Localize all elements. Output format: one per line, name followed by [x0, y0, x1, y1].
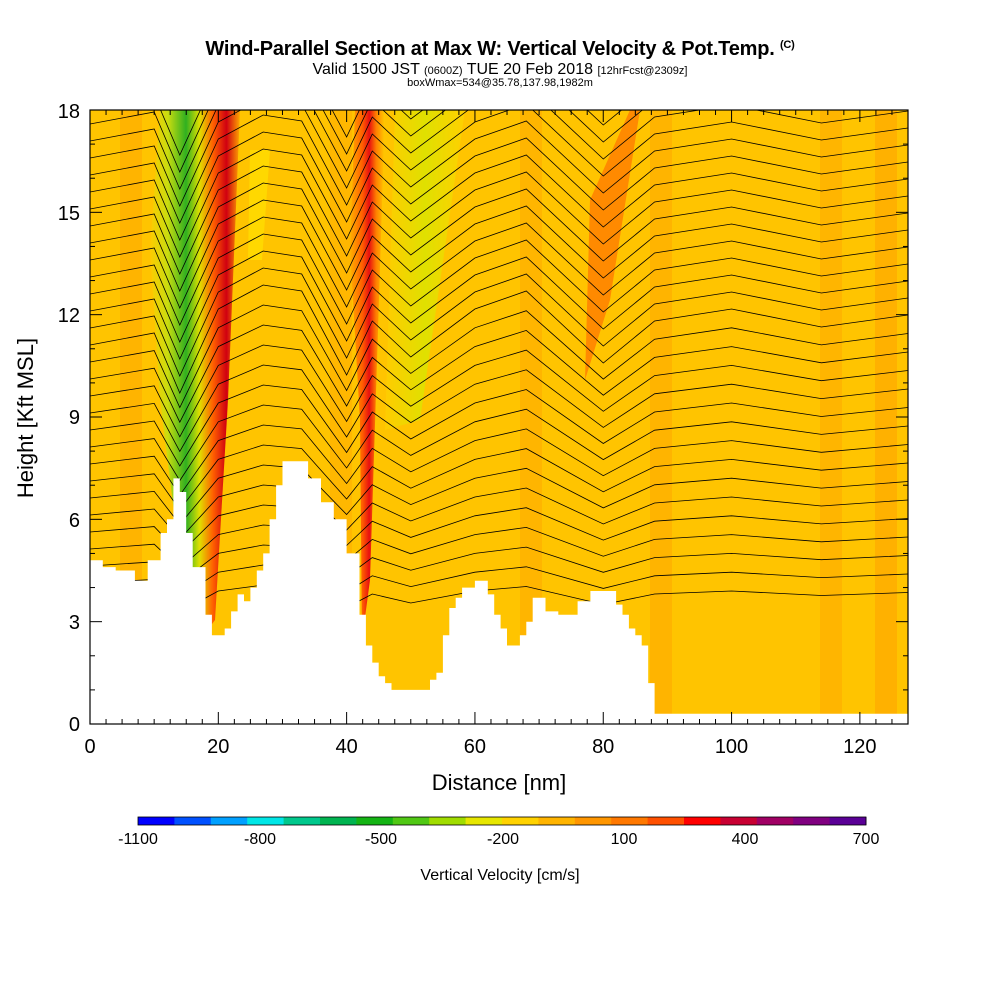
y-tick-label: 18	[58, 101, 80, 123]
isentrope-line	[90, 110, 908, 190]
valid-zulu: (0600Z)	[424, 65, 463, 77]
colorbar-tick-label: 400	[732, 831, 759, 848]
isentrope-line	[90, 267, 908, 377]
colorbar-swatch	[684, 817, 721, 825]
colorbar-tick-label: 700	[853, 831, 880, 848]
terrain-mask	[90, 461, 908, 724]
isentrope-line	[90, 182, 908, 292]
field-streak	[820, 110, 842, 724]
isentrope-line	[90, 324, 908, 424]
x-tick-label: 60	[464, 736, 486, 758]
isentrope-line	[90, 484, 908, 540]
field-streak	[650, 110, 672, 724]
y-tick-label: 15	[58, 203, 80, 225]
box-info: boxWmax=534@35.78,137.98,1982m	[407, 77, 593, 89]
title-main: Wind-Parallel Section at Max W: Vertical…	[205, 38, 775, 60]
x-tick-label: 120	[843, 736, 876, 758]
isentrope-line	[90, 304, 908, 409]
colorbar-swatch	[829, 817, 867, 825]
colorbar-swatch	[574, 817, 612, 825]
y-tick-label: 3	[69, 612, 80, 634]
isentrope-line	[90, 504, 908, 555]
colorbar-swatch	[247, 817, 285, 825]
colorbar-swatch	[320, 817, 357, 825]
colorbar-swatch	[611, 817, 649, 825]
y-tick-label: 6	[69, 510, 80, 532]
isentrope-line	[90, 284, 908, 394]
colorbar-swatch	[647, 817, 685, 825]
colorbar	[137, 816, 867, 826]
x-tick-label: 100	[715, 736, 748, 758]
y-tick-label: 9	[69, 407, 80, 429]
colorbar-swatch	[283, 817, 321, 825]
updraft-band	[350, 110, 385, 640]
isentrope-line	[90, 165, 908, 275]
colorbar-frame	[137, 816, 867, 826]
x-tick-label: 20	[207, 736, 229, 758]
isentrope-line	[90, 384, 908, 467]
isentrope-line	[90, 344, 908, 438]
colorbar-swatch	[392, 817, 430, 825]
colorbar-swatch	[502, 817, 539, 825]
isentrope-line	[160, 110, 623, 156]
y-axis-label: Height [Kft MSL]	[13, 338, 38, 498]
colorbar-swatch	[756, 817, 794, 825]
colorbar-swatch	[138, 817, 175, 825]
isentrope-line	[90, 250, 908, 360]
forecast-info: [12hrFcst@2309z]	[597, 65, 688, 77]
isentrope-line	[90, 364, 908, 453]
colorbar-swatch	[429, 817, 467, 825]
x-tick-label: 40	[335, 736, 357, 758]
colorbar-swatch	[210, 817, 248, 825]
field-patch	[248, 150, 270, 260]
field-streak	[875, 110, 897, 724]
field-patch	[385, 110, 465, 430]
isentrope-line	[90, 114, 908, 224]
colorbar-tick-label: -200	[487, 831, 519, 848]
axis-ticks	[89, 109, 909, 725]
colorbar-swatch	[538, 817, 576, 825]
field-patch	[585, 110, 640, 380]
isentrope-line	[90, 131, 908, 241]
colorbar-swatch	[174, 817, 212, 825]
isentrope-line	[90, 464, 908, 526]
valid-date: TUE 20 Feb 2018	[466, 61, 593, 78]
colorbar-swatch	[720, 817, 758, 825]
field-streak	[520, 110, 542, 724]
chart-title: Wind-Parallel Section at Max W: Vertical…	[0, 38, 1000, 61]
isentrope-line	[90, 199, 908, 309]
isentrope-line	[90, 216, 908, 326]
colorbar-title: Vertical Velocity [cm/s]	[420, 867, 579, 884]
isentrope-line	[90, 110, 644, 173]
y-tick-label: 0	[69, 714, 80, 736]
colorbar-tick-label: -1100	[118, 831, 158, 848]
y-tick-label: 12	[58, 305, 80, 327]
copyright-mark: (C)	[779, 39, 795, 51]
isentrope-line	[90, 424, 908, 496]
x-tick-label: 80	[592, 736, 614, 758]
potential-temperature-contours	[90, 110, 908, 613]
isentrope-line	[90, 524, 908, 569]
colorbar-swatch	[793, 817, 831, 825]
isentrope-line	[90, 404, 908, 482]
colorbar-tick-label: -800	[244, 831, 276, 848]
colorbar-swatch	[465, 817, 503, 825]
valid-time-line: Valid 1500 JST (0600Z) TUE 20 Feb 2018 […	[0, 61, 1000, 79]
x-axis-label: Distance [nm]	[432, 770, 567, 795]
isentrope-line	[90, 444, 908, 511]
valid-prefix: Valid 1500 JST	[312, 61, 420, 78]
colorbar-swatch	[356, 817, 394, 825]
isentrope-line	[90, 148, 908, 258]
colorbar-tick-label: 100	[611, 831, 638, 848]
isentrope-line	[90, 233, 908, 343]
colorbar-tick-label: -500	[365, 831, 397, 848]
isentrope-line	[90, 110, 908, 207]
x-tick-label: 0	[84, 736, 95, 758]
